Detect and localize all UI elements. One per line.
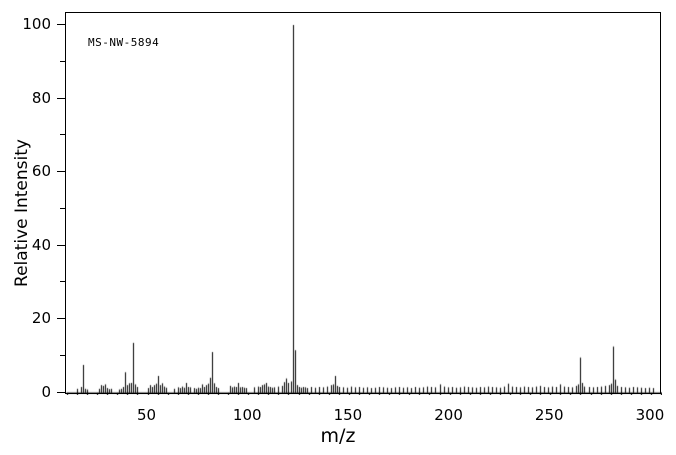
y-axis-tick (57, 392, 65, 393)
y-axis-tick (60, 61, 65, 62)
spectrum-id-label: MS-NW-5894 (88, 36, 160, 49)
y-axis-tick-label: 20 (31, 309, 51, 327)
plot-frame: MS-NW-5894 (65, 12, 662, 395)
y-axis-tick-label: 100 (22, 15, 51, 33)
y-axis-tick (60, 208, 65, 209)
y-axis-tick (57, 318, 65, 319)
x-axis-tick-label: 250 (534, 405, 564, 424)
x-axis-tick-label: 100 (232, 405, 262, 424)
y-axis-tick (57, 24, 65, 25)
y-axis-title: Relative Intensity (12, 139, 32, 287)
y-axis-tick (60, 281, 65, 282)
y-axis-tick-label: 80 (31, 88, 51, 107)
x-axis-tick-label: 200 (434, 405, 463, 424)
y-axis-tick (57, 245, 65, 246)
spectrum-plot-canvas (66, 13, 662, 395)
y-axis-tick-label: 60 (31, 162, 51, 180)
y-axis-tick (60, 355, 65, 356)
y-axis-tick (57, 171, 65, 172)
y-axis-tick (57, 98, 65, 99)
x-axis-tick-label: 150 (333, 405, 363, 424)
x-axis-title: m/z (320, 425, 356, 447)
y-axis-tick (60, 134, 65, 135)
x-axis-tick-label: 300 (635, 405, 665, 424)
y-axis-tick-label: 0 (41, 382, 51, 401)
y-axis-tick-label: 40 (31, 235, 51, 254)
x-axis-tick-label: 50 (136, 405, 157, 424)
